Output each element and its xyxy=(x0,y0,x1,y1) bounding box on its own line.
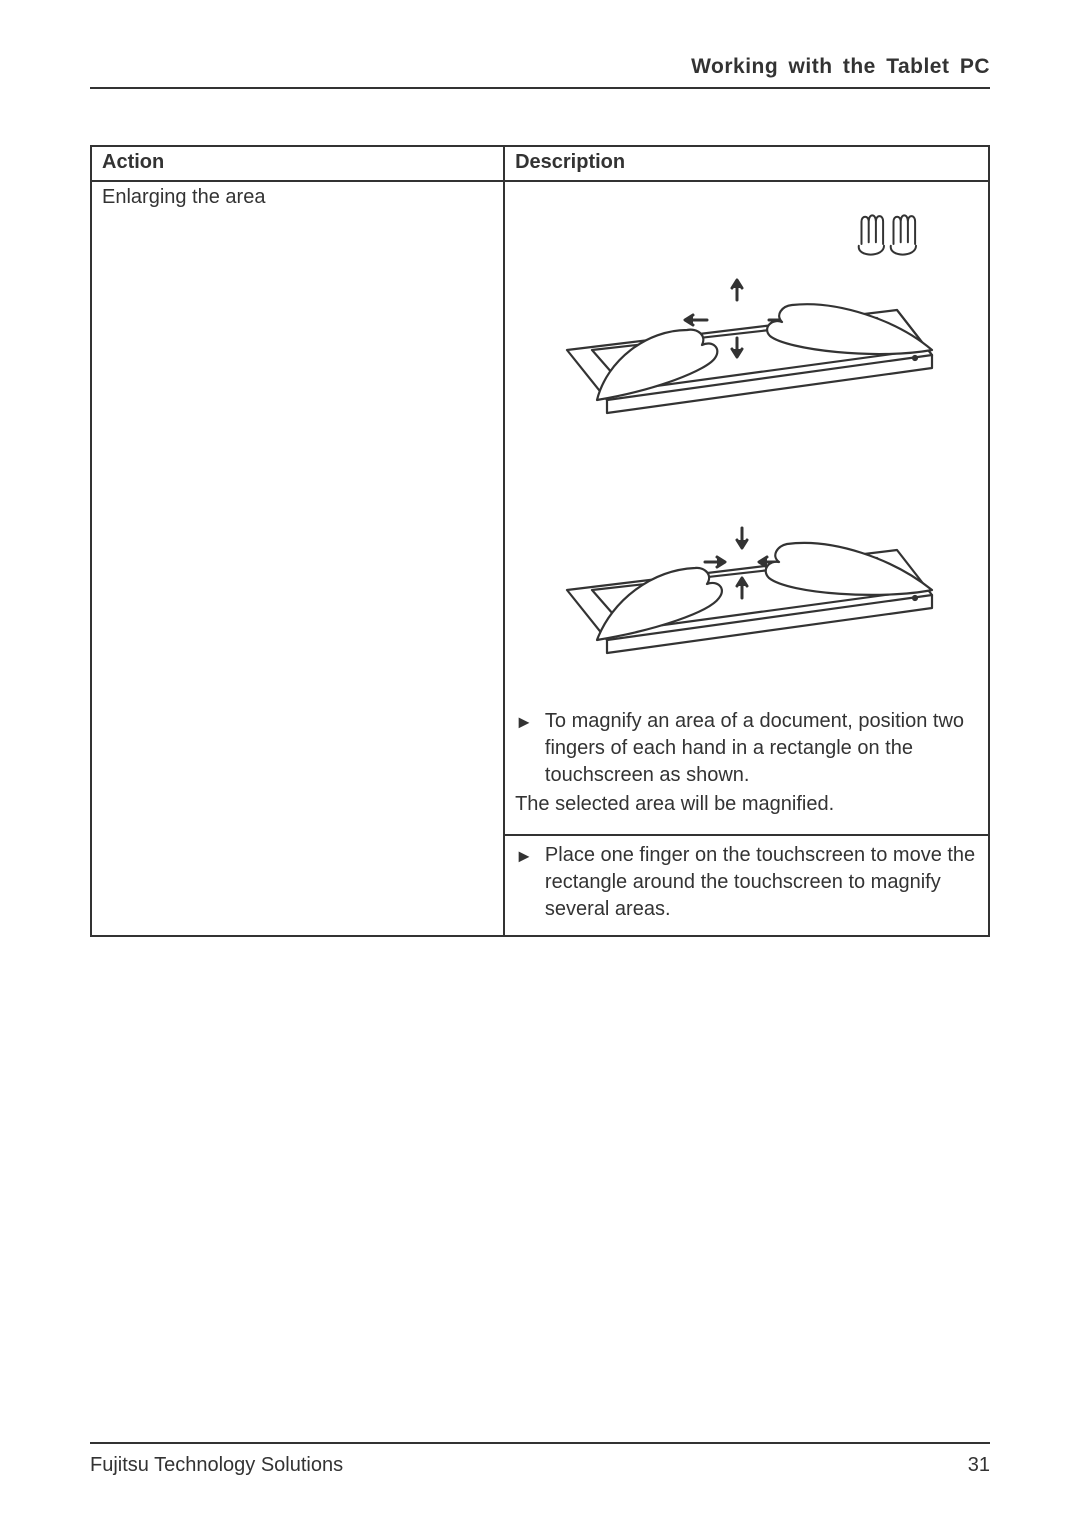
instruction-item: ► To magnify an area of a document, posi… xyxy=(515,708,978,789)
table-header-row: Action Description xyxy=(91,146,989,181)
illustration-enlarge-2 xyxy=(537,450,957,680)
footer-rule xyxy=(90,1442,990,1444)
instruction-text: Place one finger on the touchscreen to m… xyxy=(545,842,978,923)
instruction-item: ► Place one finger on the touchscreen to… xyxy=(515,842,978,923)
page-header-title: Working with the Tablet PC xyxy=(90,55,990,89)
document-page: Working with the Tablet PC Action Descri… xyxy=(90,55,990,937)
cell-description: ► To magnify an area of a document, posi… xyxy=(504,181,989,936)
step-arrow-icon: ► xyxy=(515,844,533,868)
instruction-text: To magnify an area of a document, positi… xyxy=(545,708,978,789)
page-footer: Fujitsu Technology Solutions 31 xyxy=(90,1442,990,1477)
gesture-table: Action Description Enlarging the area xyxy=(90,145,990,937)
table-row: Enlarging the area xyxy=(91,181,989,936)
col-header-description: Description xyxy=(504,146,989,181)
cell-inner-divider xyxy=(505,834,988,836)
illustration-enlarge-1 xyxy=(537,200,957,430)
illustration-group xyxy=(515,186,978,706)
step-arrow-icon: ► xyxy=(515,710,533,734)
instruction-result: The selected area will be magnified. xyxy=(515,791,978,818)
footer-page-number: 31 xyxy=(968,1454,990,1477)
col-header-action: Action xyxy=(91,146,504,181)
footer-company: Fujitsu Technology Solutions xyxy=(90,1454,343,1477)
cell-action: Enlarging the area xyxy=(91,181,504,936)
